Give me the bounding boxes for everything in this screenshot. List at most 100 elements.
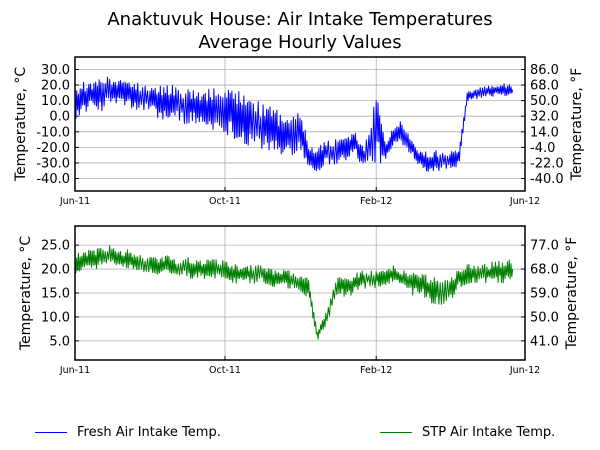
x-tick-label: Jun-11: [59, 196, 90, 207]
data-point-fresh-air-intake-temp: [376, 108, 377, 109]
data-point-fresh-air-intake-temp: [271, 136, 272, 137]
y-tick-label-right: 32.0: [530, 110, 559, 125]
data-point-fresh-air-intake-temp: [429, 162, 430, 163]
data-point-fresh-air-intake-temp: [346, 150, 347, 151]
y-tick-label: 20.0: [41, 79, 70, 94]
data-point-stp-air-intake-temp: [420, 283, 421, 284]
data-point-stp-air-intake-temp: [355, 283, 356, 284]
y-axis-label-right: Temperature, °F: [564, 237, 580, 351]
data-point-stp-air-intake-temp: [263, 273, 264, 274]
data-point-fresh-air-intake-temp: [299, 131, 300, 132]
data-point-stp-air-intake-temp: [467, 273, 468, 274]
y-tick-label-right: -40.0: [530, 172, 564, 187]
y-tick-label-right: 68.0: [530, 79, 559, 94]
data-point-stp-air-intake-temp: [120, 259, 121, 260]
data-point-fresh-air-intake-temp: [338, 155, 339, 156]
data-point-stp-air-intake-temp: [137, 264, 138, 265]
y-tick-label-right: 77.0: [530, 239, 559, 254]
data-point-fresh-air-intake-temp: [437, 161, 438, 162]
data-point-fresh-air-intake-temp: [325, 156, 326, 157]
data-point-stp-air-intake-temp: [504, 269, 505, 270]
y-tick-label-right: 50.0: [530, 310, 559, 325]
data-point-fresh-air-intake-temp: [308, 159, 309, 160]
data-point-stp-air-intake-temp: [196, 264, 197, 265]
series-line-stp-air-intake-temp: [74, 245, 514, 340]
data-point-fresh-air-intake-temp: [384, 155, 385, 156]
y-axis-label: Temperature, °C: [18, 236, 34, 352]
data-point-stp-air-intake-temp: [411, 278, 412, 279]
data-point-fresh-air-intake-temp: [504, 89, 505, 90]
data-point-stp-air-intake-temp: [158, 264, 159, 265]
data-point-fresh-air-intake-temp: [137, 95, 138, 96]
y-tick-label-right: 86.0: [530, 63, 559, 78]
bottom-temperature-panel: 25.0 77.0 20.0 68.0 15.0 59.0 10.0 50.0 5.0 41.0 J…: [18, 225, 580, 376]
y-axis-label-right: Temperature, °F: [569, 68, 585, 182]
data-point-fresh-air-intake-temp: [233, 116, 234, 117]
data-point-stp-air-intake-temp: [429, 283, 430, 284]
data-point-fresh-air-intake-temp: [449, 159, 450, 160]
y-tick-label: 20.0: [41, 263, 70, 278]
data-point-fresh-air-intake-temp: [288, 137, 289, 138]
data-point-fresh-air-intake-temp: [263, 131, 264, 132]
data-point-stp-air-intake-temp: [213, 269, 214, 270]
data-point-fresh-air-intake-temp: [363, 162, 364, 163]
data-point-stp-air-intake-temp: [317, 340, 318, 341]
x-tick-label: Jun-11: [59, 365, 90, 376]
y-tick-label: -20.0: [36, 141, 70, 156]
y-tick-label-right: 68.0: [530, 263, 559, 278]
data-point-fresh-air-intake-temp: [242, 120, 243, 121]
data-point-fresh-air-intake-temp: [83, 97, 84, 98]
data-point-stp-air-intake-temp: [308, 288, 309, 289]
y-tick-label: 0.0: [49, 110, 70, 125]
data-point-stp-air-intake-temp: [175, 264, 176, 265]
x-tick-label: Jun-12: [509, 365, 540, 376]
data-point-fresh-air-intake-temp: [401, 131, 402, 132]
data-point-stp-air-intake-temp: [325, 321, 326, 322]
data-point-stp-air-intake-temp: [205, 269, 206, 270]
y-tick-label: 15.0: [41, 287, 70, 302]
legend-swatch-stp-air: [380, 431, 412, 433]
data-point-stp-air-intake-temp: [393, 273, 394, 274]
data-point-fresh-air-intake-temp: [317, 162, 318, 163]
data-point-fresh-air-intake-temp: [512, 89, 513, 90]
y-axis-label: Temperature, °C: [13, 67, 29, 183]
data-point-fresh-air-intake-temp: [213, 111, 214, 112]
y-tick-label: 10.0: [41, 310, 70, 325]
data-point-fresh-air-intake-temp: [92, 94, 93, 95]
data-point-stp-air-intake-temp: [346, 288, 347, 289]
data-point-fresh-air-intake-temp: [486, 91, 487, 92]
data-point-stp-air-intake-temp: [271, 278, 272, 279]
legend-label-fresh-air: Fresh Air Intake Temp.: [77, 424, 221, 440]
y-tick-label-right: -4.0: [530, 141, 555, 156]
y-tick-label-right: 50.0: [530, 94, 559, 109]
data-point-stp-air-intake-temp: [188, 269, 189, 270]
data-point-fresh-air-intake-temp: [188, 105, 189, 106]
data-point-stp-air-intake-temp: [458, 278, 459, 279]
data-point-stp-air-intake-temp: [111, 254, 112, 255]
data-point-stp-air-intake-temp: [363, 278, 364, 279]
plot-frame: [74, 225, 526, 361]
data-point-fresh-air-intake-temp: [475, 92, 476, 93]
data-point-fresh-air-intake-temp: [250, 125, 251, 126]
y-tick-label: 25.0: [41, 239, 70, 254]
data-point-stp-air-intake-temp: [376, 278, 377, 279]
chart-subtitle: Average Hourly Values: [198, 32, 401, 53]
legend-fresh-air: Fresh Air Intake Temp.: [35, 423, 221, 441]
data-point-fresh-air-intake-temp: [111, 88, 112, 89]
x-tick-label: Oct-11: [209, 365, 241, 376]
data-point-stp-air-intake-temp: [149, 264, 150, 265]
data-point-fresh-air-intake-temp: [467, 94, 468, 95]
y-tick-label: 5.0: [49, 334, 70, 349]
data-point-stp-air-intake-temp: [167, 264, 168, 265]
legend-label-stp-air: STP Air Intake Temp.: [422, 424, 556, 440]
data-point-fresh-air-intake-temp: [355, 144, 356, 145]
data-point-stp-air-intake-temp: [288, 278, 289, 279]
data-point-fresh-air-intake-temp: [120, 89, 121, 90]
data-point-fresh-air-intake-temp: [167, 102, 168, 103]
data-point-stp-air-intake-temp: [242, 273, 243, 274]
y-tick-label-right: 14.0: [530, 125, 559, 140]
data-point-stp-air-intake-temp: [384, 278, 385, 279]
data-point-stp-air-intake-temp: [250, 273, 251, 274]
x-tick-label: Feb-12: [360, 365, 392, 376]
data-point-stp-air-intake-temp: [486, 273, 487, 274]
